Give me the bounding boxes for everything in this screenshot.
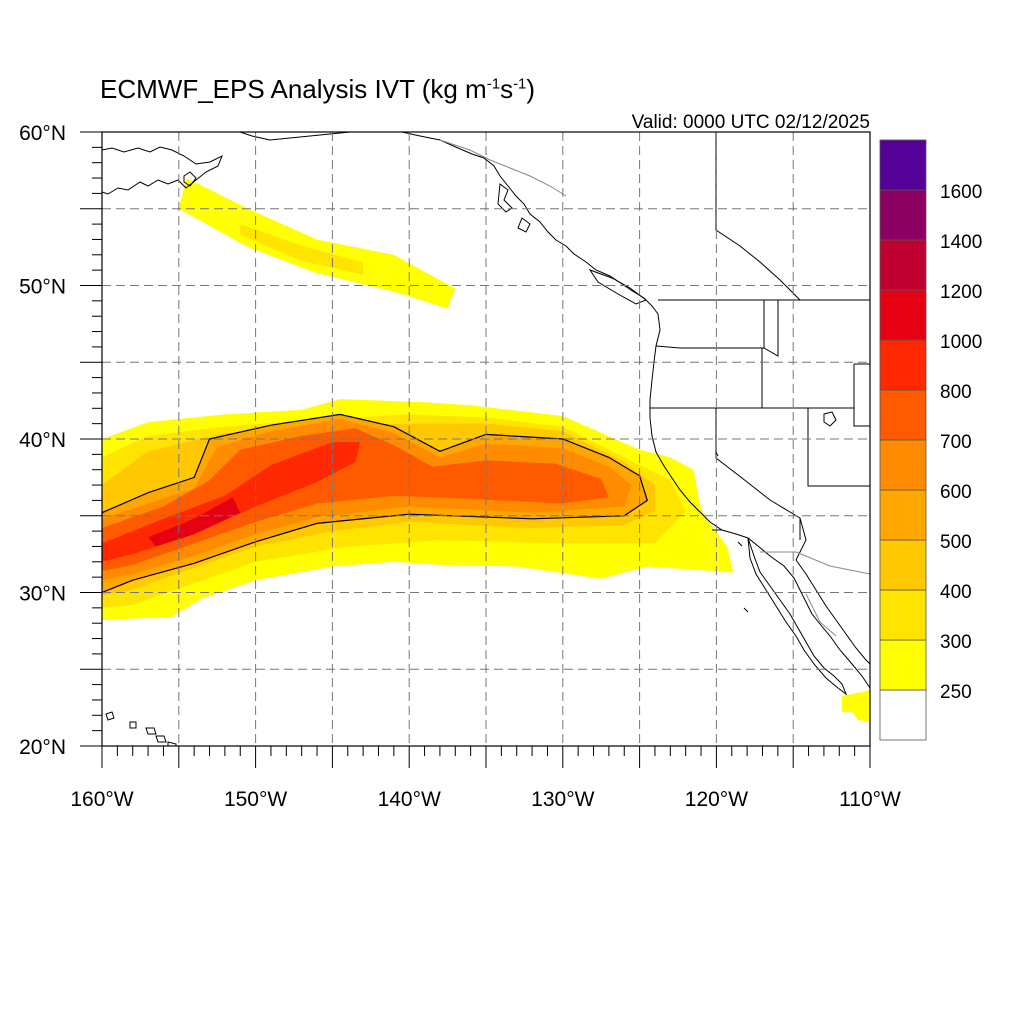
- colorbar-swatch: [879, 389, 927, 441]
- colorbar-swatch: [879, 239, 927, 291]
- great-salt-lake: [823, 411, 837, 427]
- title-prefix: ECMWF_EPS Analysis IVT (kg m: [100, 74, 487, 104]
- map-gridlines: [102, 132, 870, 746]
- coastlines: [102, 132, 870, 746]
- colorbar-swatch: [879, 189, 927, 241]
- ivt-plume-250-0: [178, 178, 456, 309]
- colorbar-swatch: [879, 689, 927, 741]
- ivt-shading: [102, 178, 870, 722]
- lon-label: 160°W: [70, 788, 133, 811]
- colorbar-label: 1400: [940, 232, 982, 253]
- colorbar-label: 500: [940, 532, 972, 553]
- colorbar-swatch: [879, 139, 927, 191]
- az-ca-border: [795, 517, 807, 561]
- ivt-plume-1000-9: [148, 497, 241, 547]
- hawaii-islands: [105, 711, 177, 746]
- map-ticks: [80, 131, 871, 768]
- us-mexico-border: [760, 551, 870, 575]
- lon-label: 140°W: [378, 788, 441, 811]
- id-mt-wy-border: [853, 363, 870, 427]
- ivt-plume-700-7: [102, 428, 609, 571]
- colorbar-label: 800: [940, 382, 972, 403]
- mexico-coast: [795, 559, 870, 665]
- baja-peninsula: [747, 537, 848, 696]
- lon-label: 150°W: [224, 788, 287, 811]
- wa-or-border: [655, 300, 779, 357]
- colorbar-swatch: [879, 489, 927, 541]
- ivt-contour-500: [102, 413, 649, 594]
- lat-label: 50°N: [19, 276, 66, 299]
- colorbar-label: 400: [940, 582, 972, 603]
- channel-islands: [712, 529, 749, 613]
- lat-label: 30°N: [19, 583, 66, 606]
- lon-label: 120°W: [685, 788, 748, 811]
- alaska-bc-border-thin: [439, 139, 567, 197]
- lon-label: 110°W: [839, 788, 901, 811]
- political-borders: [439, 132, 870, 637]
- colorbar-label: 1000: [940, 332, 982, 353]
- lat-label: 40°N: [19, 429, 66, 452]
- lon-label: 130°W: [531, 788, 594, 811]
- title-mid: s: [500, 74, 514, 104]
- nv-ut-border: [807, 408, 870, 487]
- colorbar-label: 250: [940, 682, 972, 703]
- title-suffix: ): [526, 74, 536, 104]
- bc-islands: [497, 183, 648, 305]
- alaska-coast-west: [102, 146, 223, 195]
- ivt-patch-baja: [842, 690, 870, 722]
- colorbar-swatch: [879, 589, 927, 641]
- kodiak-island: [183, 171, 197, 187]
- figure-title: ECMWF_EPS Analysis IVT (kg m-1s-1): [100, 74, 535, 105]
- colorbar-swatch: [879, 339, 927, 391]
- colorbar-swatch: [879, 439, 927, 491]
- colorbar-swatch: [879, 539, 927, 591]
- ca-nv-border: [715, 408, 801, 540]
- alaska-coast-gulf: [239, 132, 351, 141]
- lat-label: 20°N: [19, 736, 66, 759]
- colorbar-label: 300: [940, 632, 972, 653]
- baja-sonora-line: [805, 593, 837, 637]
- colorbar: 250 300 400 500 600 700 800 1000 1200 1400 1600: [879, 139, 982, 741]
- title-exponent-2: -1: [513, 75, 527, 93]
- contour-line-0: [102, 413, 649, 594]
- axis-labels: 160°W 150°W 140°W 130°W 120°W 110°W 60°N 50°N 40…: [19, 122, 901, 811]
- colorbar-label: 600: [940, 482, 972, 503]
- valid-time-label: Valid: 0000 UTC 02/12/2025: [631, 112, 870, 133]
- lat-label: 60°N: [19, 122, 66, 145]
- colorbar-label: 700: [940, 432, 972, 453]
- colorbar-swatch: [879, 289, 927, 341]
- bc-alberta-border: [715, 132, 801, 301]
- colorbar-label: 1200: [940, 282, 982, 303]
- colorbar-swatch: [879, 639, 927, 691]
- colorbar-label: 1600: [940, 182, 982, 203]
- title-exponent-1: -1: [486, 75, 501, 93]
